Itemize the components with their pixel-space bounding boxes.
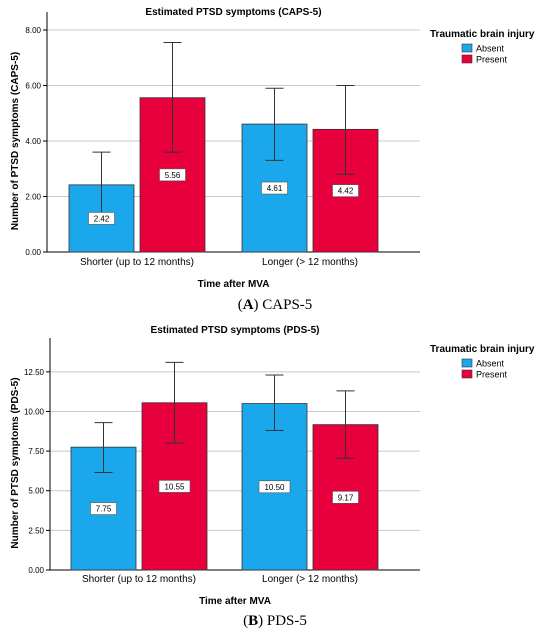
panel-b-value-label: 9.17	[338, 493, 354, 502]
panel-a-value-label-box	[332, 184, 359, 197]
panel-a-value-label: 5.56	[165, 171, 181, 180]
panel-b-value-label: 7.75	[96, 505, 112, 514]
panel-a-value-label-box	[261, 181, 288, 195]
panel-b-y-tick-label: 5.00	[28, 487, 44, 496]
panel-b-y-tick-label: 0.00	[28, 566, 44, 575]
panel-a-legend-swatch-present	[461, 54, 473, 64]
panel-b-value-label-box	[158, 480, 191, 493]
panel-b-y-axis-label: Number of PTSD symptoms (PDS-5)	[10, 377, 21, 548]
panel-b-value-label-box	[258, 480, 291, 494]
panel-a-y-tick-label: 6.00	[25, 82, 41, 91]
panel-b-value-label: 10.50	[264, 483, 285, 492]
panel-b-x-tick-label: Longer (> 12 months)	[262, 574, 358, 585]
panel-b-x-axis-label: Time after MVA	[199, 596, 271, 607]
panel-a-value-label-box	[159, 168, 186, 182]
panel-b-value-label: 10.55	[164, 482, 185, 491]
panel-b-y-tick-label: 7.50	[28, 447, 44, 456]
panel-b-x-tick-label: Shorter (up to 12 months)	[82, 574, 196, 585]
panel-b-caption: (B) PDS-5	[243, 613, 307, 629]
panel-a-legend-title: Traumatic brain injury	[430, 29, 535, 40]
panel-b-value-label-box	[90, 502, 117, 515]
panel-a-legend-label-absent: Absent	[476, 44, 505, 54]
panel-a-value-label: 4.42	[338, 187, 354, 196]
panel-a-x-tick-label: Shorter (up to 12 months)	[80, 257, 194, 268]
panel-b-legend-swatch-absent	[461, 358, 473, 368]
panel-a-legend-swatch-absent	[461, 43, 473, 53]
panel-b-legend-title: Traumatic brain injury	[430, 344, 535, 355]
panel-a-y-tick-label: 4.00	[25, 137, 41, 146]
panel-b-legend-label-absent: Absent	[476, 359, 505, 369]
panel-a-x-tick-label: Longer (> 12 months)	[262, 257, 358, 268]
panel-b-y-tick-label: 12.50	[24, 368, 45, 377]
panel-a-y-tick-label: 2.00	[25, 193, 41, 202]
panel-a-y-tick-label: 0.00	[25, 248, 41, 257]
panel-a-value-label-box	[88, 212, 115, 225]
panel-b-value-label-box	[332, 491, 359, 504]
panel-a-legend-label-present: Present	[476, 55, 508, 65]
panel-b-legend-label-present: Present	[476, 370, 508, 380]
panel-b-y-tick-label: 10.00	[24, 407, 45, 416]
panel-b-y-tick-label: 2.50	[28, 526, 44, 535]
panel-a-y-tick-label: 8.00	[25, 26, 41, 35]
panel-a-caption: (A) CAPS-5	[237, 297, 313, 313]
panel-b-chart-title: Estimated PTSD symptoms (PDS-5)	[151, 325, 320, 336]
panel-a-value-label: 2.42	[94, 214, 110, 223]
panel-a-value-label: 4.61	[267, 184, 283, 193]
panel-b-legend-swatch-present	[461, 369, 473, 379]
panel-a-chart-title: Estimated PTSD symptoms (CAPS-5)	[145, 7, 321, 18]
panel-a-x-axis-label: Time after MVA	[198, 279, 270, 290]
panel-a-y-axis-label: Number of PTSD symptoms (CAPS-5)	[10, 52, 21, 230]
